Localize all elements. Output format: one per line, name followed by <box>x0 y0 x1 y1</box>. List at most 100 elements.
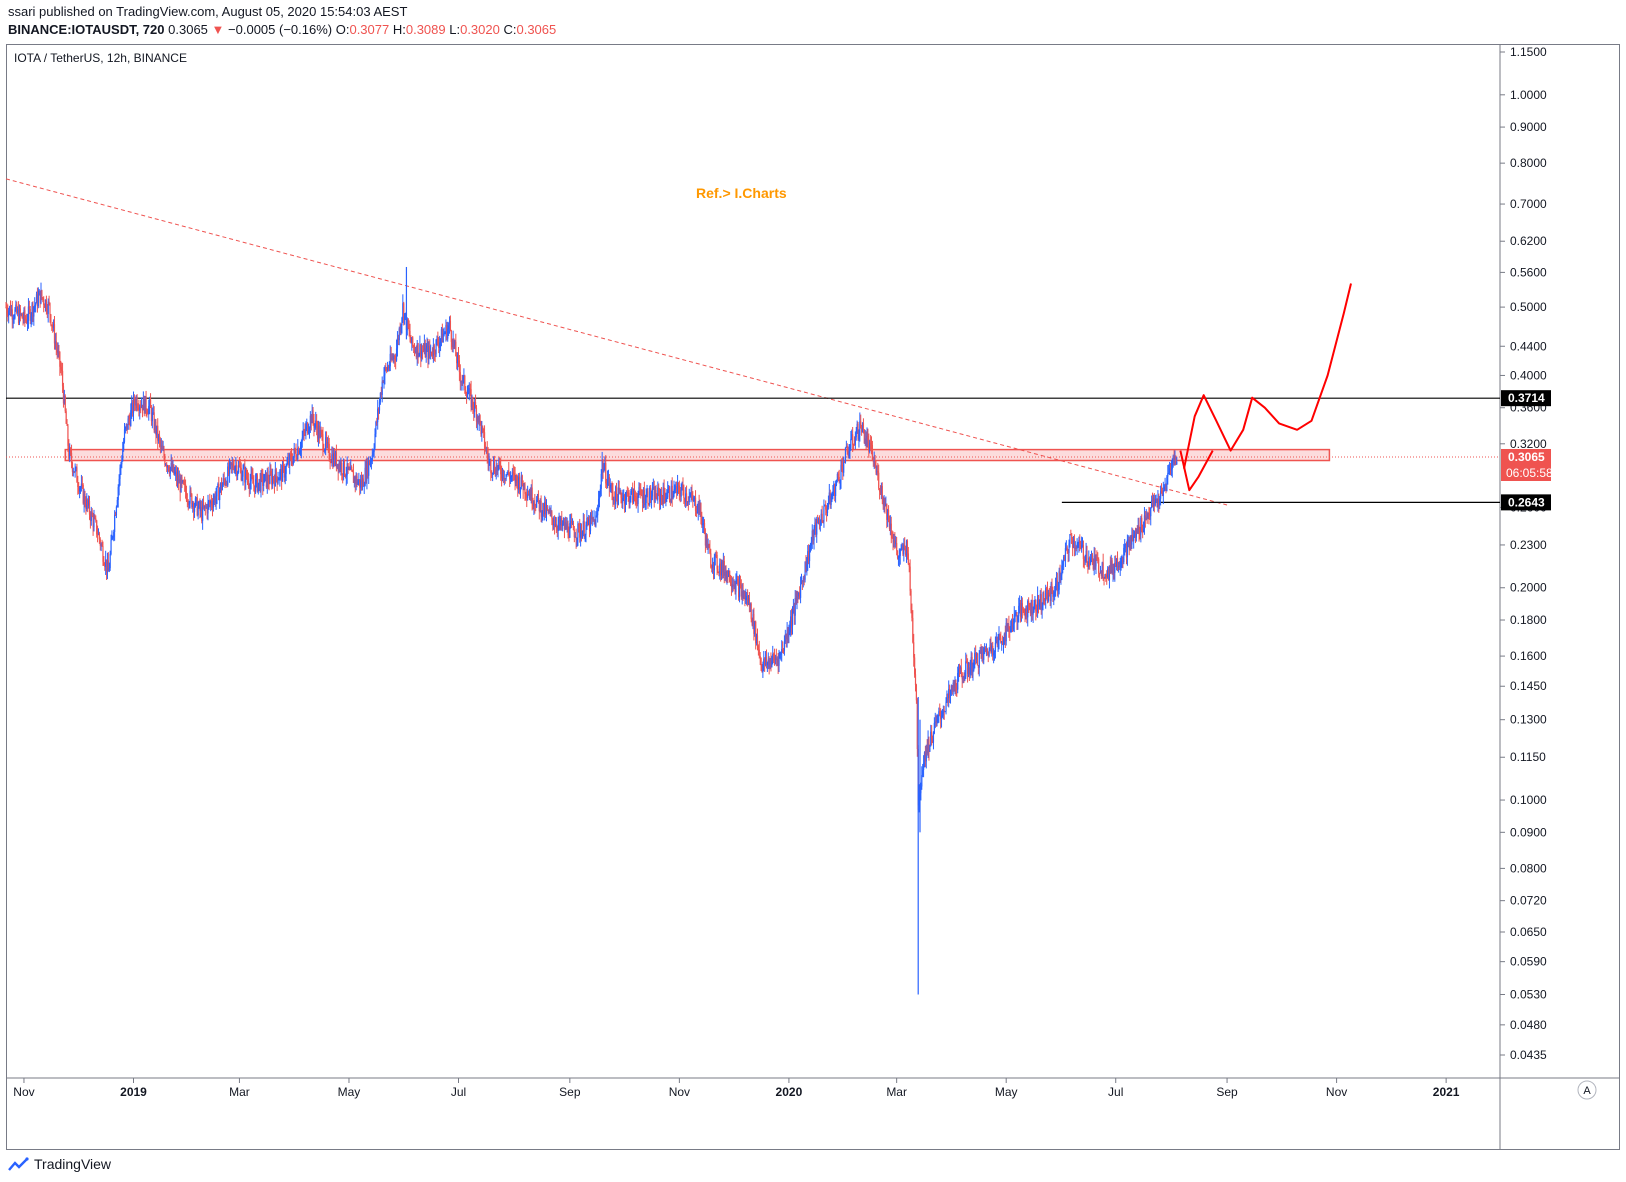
candle <box>1028 600 1030 606</box>
candle <box>294 448 296 452</box>
candle <box>745 597 747 600</box>
candle <box>800 581 803 585</box>
candle <box>589 515 592 532</box>
candle <box>816 519 818 535</box>
candle <box>1086 551 1088 562</box>
candle <box>346 463 348 476</box>
candle <box>509 475 511 480</box>
candle <box>195 497 197 499</box>
candle <box>834 483 836 496</box>
candle <box>427 345 429 360</box>
candle <box>342 473 344 476</box>
candle <box>474 402 477 408</box>
candle <box>579 526 581 538</box>
candle <box>744 591 746 600</box>
candle <box>528 493 531 496</box>
candle <box>995 636 997 643</box>
candle <box>1088 557 1090 567</box>
candle <box>69 448 71 459</box>
candle <box>1160 491 1163 493</box>
candle <box>694 497 696 499</box>
symbol-label[interactable]: BINANCE:IOTAUSDT, 720 <box>8 22 165 37</box>
candle <box>82 485 84 504</box>
candle <box>904 544 906 548</box>
candle <box>930 731 932 746</box>
candle <box>217 484 219 487</box>
candle <box>120 464 122 468</box>
candle <box>861 427 863 433</box>
candle <box>317 425 320 439</box>
candle <box>322 434 324 450</box>
candle <box>278 479 280 481</box>
candle <box>861 423 864 433</box>
auto-scale-label: A <box>1583 1085 1591 1097</box>
candle <box>123 441 125 450</box>
candle <box>196 497 198 516</box>
candle <box>1015 612 1017 614</box>
candle <box>359 479 361 488</box>
candle <box>12 318 14 320</box>
candle <box>680 489 682 497</box>
candle <box>1050 583 1052 601</box>
candle <box>878 472 880 489</box>
candle <box>1131 535 1133 545</box>
candle <box>214 495 216 504</box>
candle <box>311 410 313 424</box>
candle <box>225 482 227 485</box>
candle <box>987 653 989 656</box>
auto-scale-button[interactable] <box>1577 1080 1597 1100</box>
candle <box>743 591 745 599</box>
candle <box>167 465 170 471</box>
candle <box>147 413 149 415</box>
candle <box>792 605 795 613</box>
candle <box>106 560 109 573</box>
candle <box>363 485 365 487</box>
candle <box>330 461 332 463</box>
candle <box>963 677 965 680</box>
candle <box>606 479 609 486</box>
candle <box>208 501 210 503</box>
candle <box>266 474 268 488</box>
candle <box>244 467 246 483</box>
candle <box>1044 600 1046 602</box>
candle <box>435 339 437 355</box>
x-tick-label: Jul <box>1108 1085 1123 1099</box>
candle <box>554 524 557 527</box>
candle <box>419 344 421 354</box>
candle <box>1161 492 1164 496</box>
y-tick-label: 1.1500 <box>1510 45 1547 59</box>
candle <box>850 438 852 449</box>
candle <box>325 437 327 450</box>
candle <box>997 640 999 645</box>
candle <box>990 644 992 653</box>
candle <box>994 642 997 653</box>
candle <box>948 688 950 699</box>
candle <box>698 502 700 514</box>
candle <box>439 338 442 343</box>
candle <box>1046 590 1049 601</box>
candle <box>681 484 683 490</box>
candle <box>153 412 155 431</box>
candle <box>629 499 631 504</box>
candle <box>465 393 468 398</box>
candle <box>712 565 715 571</box>
candle <box>901 547 903 549</box>
candle <box>778 654 780 666</box>
candle <box>272 476 275 480</box>
candle <box>1134 531 1137 538</box>
candle <box>676 486 678 493</box>
candle <box>175 471 178 482</box>
candle <box>844 447 847 463</box>
price-change: −0.0005 (−0.16%) <box>228 22 333 37</box>
candle <box>351 466 353 471</box>
footer-brand[interactable]: TradingView <box>8 1156 111 1172</box>
candle <box>1107 568 1109 578</box>
candle <box>1175 455 1177 465</box>
level-price-tag <box>1501 494 1551 511</box>
candle <box>614 499 616 504</box>
candle <box>1095 557 1097 567</box>
candle <box>1093 555 1095 570</box>
candle <box>1155 499 1157 503</box>
candle <box>1162 490 1164 496</box>
